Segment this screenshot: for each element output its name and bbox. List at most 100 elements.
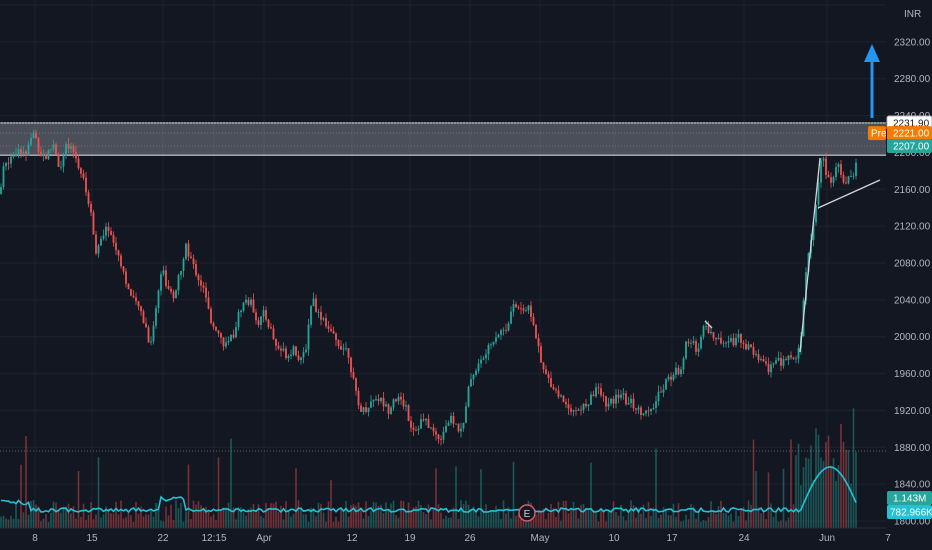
- candle-body: [100, 238, 102, 246]
- candle-body: [382, 397, 385, 407]
- volume-bar: [767, 472, 770, 528]
- volume-bar: [757, 507, 760, 528]
- candle-body: [60, 166, 62, 168]
- small-trendline[interactable]: [704, 320, 713, 329]
- candle-body: [22, 151, 25, 154]
- support-trendline[interactable]: [817, 179, 881, 209]
- price-axis[interactable]: 1800.00 1840.00 1880.00 1920.00 1960.00 2000.…: [886, 0, 932, 550]
- candle-body: [837, 164, 840, 168]
- volume-bar: [505, 513, 507, 528]
- price-tick-label: 2120.00: [894, 222, 931, 233]
- volume-bar: [652, 507, 655, 528]
- candle-body: [245, 299, 247, 303]
- candle-body: [805, 272, 807, 301]
- volume-bar: [380, 504, 382, 528]
- volume-bar: [490, 510, 492, 528]
- volume-bar: [790, 439, 792, 528]
- candle-body: [400, 396, 402, 400]
- candle-body: [167, 285, 170, 289]
- candle-body: [370, 401, 372, 408]
- candle-body: [420, 419, 422, 429]
- volume-bar: [245, 515, 247, 528]
- volume-bar: [797, 443, 800, 528]
- volume-bar: [710, 501, 712, 528]
- candle-body: [42, 154, 45, 156]
- volume-bar: [450, 517, 452, 528]
- volume-bar: [232, 507, 235, 528]
- volume-bar: [285, 501, 287, 528]
- time-tick-label: 17: [666, 533, 678, 544]
- volume-bar: [817, 434, 820, 528]
- volume-bar: [225, 507, 227, 528]
- volume-bar: [732, 521, 735, 528]
- volume-bar: [662, 507, 665, 528]
- volume-bar: [532, 509, 535, 528]
- earnings-event[interactable]: E: [518, 504, 536, 522]
- volume-bar: [40, 521, 42, 528]
- volume-bar: [315, 516, 317, 528]
- candle-body: [320, 311, 322, 320]
- volume-bar: [297, 500, 300, 528]
- volume-bar: [620, 504, 622, 528]
- candle-body: [387, 404, 390, 414]
- candle-body: [232, 334, 235, 338]
- volume-bar: [782, 468, 785, 528]
- volume-bar: [187, 464, 190, 528]
- candle-body: [485, 354, 487, 359]
- earnings-event-icon[interactable]: [518, 504, 536, 522]
- volume-bar: [177, 508, 180, 528]
- volume-bar: [780, 520, 782, 528]
- price-tick-label: 1960.00: [894, 369, 931, 380]
- candle-body: [327, 326, 330, 329]
- volume-bar: [137, 513, 140, 528]
- candle-body: [570, 408, 572, 412]
- candle-body: [215, 326, 217, 331]
- volume-bar: [475, 511, 477, 528]
- candle-body: [560, 395, 562, 397]
- candle-body: [350, 357, 352, 373]
- volume-bar: [325, 521, 327, 528]
- candle-body: [755, 354, 757, 355]
- candle-body: [470, 379, 472, 387]
- time-tick-label: 12: [346, 533, 358, 544]
- candle-body: [522, 308, 525, 311]
- pre-label-text: Pre: [871, 129, 887, 140]
- candle-body: [647, 410, 650, 412]
- volume-bar: [127, 511, 130, 528]
- volume-bar: [690, 504, 692, 528]
- arrow-up-icon[interactable]: [864, 44, 880, 62]
- volume-bar: [805, 457, 807, 528]
- volume-bar: [452, 507, 455, 528]
- candle-body: [210, 308, 212, 324]
- volume-bar: [92, 519, 95, 528]
- volume-bar: [535, 514, 537, 528]
- volume-bar: [125, 517, 127, 528]
- candle-body: [500, 330, 502, 335]
- candle-body: [537, 338, 540, 347]
- candle-body: [280, 348, 282, 351]
- candle-body: [110, 231, 112, 235]
- volume-bar: [322, 512, 325, 528]
- candle-body: [635, 408, 637, 410]
- breakout-trendline[interactable]: [799, 157, 821, 353]
- time-axis[interactable]: 8 15 22 12:15 Apr 12 19 26 May 10 17 24 Jun 7: [0, 527, 891, 550]
- candle-body: [275, 338, 277, 346]
- trend-drawings[interactable]: [704, 44, 881, 353]
- candle-body: [492, 341, 495, 345]
- volume-bar: [107, 508, 110, 528]
- candle-body: [297, 355, 300, 360]
- candle-body: [707, 325, 710, 334]
- volume-bar: [555, 516, 557, 528]
- volume-bar: [622, 516, 625, 528]
- candle-body: [185, 243, 187, 260]
- volume-bar: [345, 501, 347, 528]
- candle-body: [237, 312, 240, 328]
- candle-body: [832, 177, 835, 183]
- time-tick-label: Apr: [256, 533, 272, 544]
- candle-body: [112, 234, 115, 243]
- volume-bar: [480, 469, 482, 528]
- price-tick-label: 1880.00: [894, 443, 931, 454]
- candle-body: [405, 405, 407, 407]
- candle-body: [605, 396, 607, 407]
